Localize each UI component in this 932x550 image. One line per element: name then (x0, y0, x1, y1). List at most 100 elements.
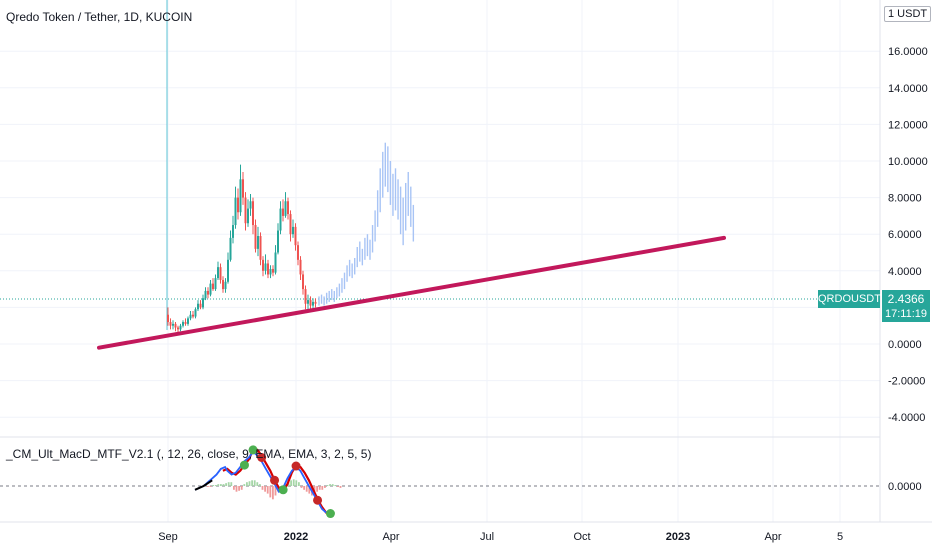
x-tick-label: Oct (573, 531, 590, 543)
y-tick-label: 10.0000 (888, 156, 928, 168)
candle-body (214, 278, 217, 290)
y-tick-label: -4.0000 (888, 412, 925, 424)
candle-body (264, 263, 267, 271)
x-tick-label: 5 (837, 531, 843, 543)
candle-body (269, 268, 272, 275)
candle-body (197, 303, 199, 310)
macd-histogram-bar (274, 486, 277, 496)
candle-body (279, 208, 282, 231)
macd-histogram-bar (256, 482, 259, 486)
candle-body (229, 237, 232, 260)
macd-histogram-bar (331, 484, 334, 486)
candle-body (287, 201, 289, 215)
candle-body (252, 201, 254, 226)
macd-histogram-bar (264, 486, 266, 492)
macd-histogram-bar (220, 484, 222, 486)
macd-histogram-bar (339, 486, 342, 488)
macd-cross-dots (239, 445, 335, 519)
projection-series (318, 142, 415, 306)
candle-body (267, 263, 269, 275)
candle-body (177, 327, 179, 330)
chart-title: Qredo Token / Tether, 1D, KUCOIN (6, 10, 193, 24)
x-tick-label: Apr (382, 531, 399, 543)
macd-histogram-bar (253, 480, 256, 486)
macd-histogram-bar (334, 485, 337, 487)
macd-histogram-bar (290, 480, 292, 486)
trendline[interactable] (97, 235, 726, 350)
macd-histogram-bar (251, 480, 253, 486)
last-price-tag: 2.4366 (882, 290, 930, 308)
candle-body (234, 197, 237, 226)
macd-cross-dot (313, 495, 323, 505)
candle-body (209, 283, 212, 295)
candle-body (237, 197, 239, 213)
candle-body (272, 268, 274, 273)
candle-body (259, 236, 262, 260)
candle-body (304, 289, 307, 304)
candle-body (187, 318, 189, 324)
macd-cross-dot (291, 461, 301, 471)
macd-histogram-bar (261, 486, 264, 490)
y-tick-label: 16.0000 (888, 46, 928, 58)
candle-body (284, 201, 287, 216)
candle-body (254, 225, 257, 249)
x-tick-label: 2023 (666, 531, 690, 543)
candle-body (289, 214, 292, 235)
candle-body (167, 314, 169, 323)
candle-body (192, 314, 194, 317)
candle-body (314, 301, 317, 304)
macd-histogram-bar (248, 481, 251, 486)
candle-body (277, 230, 279, 253)
macd-histogram-bar (329, 484, 331, 486)
macd-histogram-bar (318, 486, 321, 490)
x-tick-label: Apr (764, 531, 781, 543)
macd-histogram-bar (207, 486, 209, 487)
candle-body (299, 259, 302, 275)
y-axis-ticks: 16.0000 14.0000 12.0000 10.0000 8.0000 6.0000… (888, 46, 928, 424)
macd-histogram-bar (235, 486, 238, 492)
candle-body (174, 323, 177, 328)
macd-cross-dot (270, 475, 280, 485)
candle-body (217, 267, 219, 279)
candle-body (247, 208, 249, 224)
macd-cross-dot (278, 485, 288, 495)
candle-body (202, 298, 204, 308)
candle-body (312, 301, 314, 306)
macd-histogram-bar (303, 486, 305, 490)
macd-histogram-bar (324, 486, 326, 488)
macd-histogram-bar (214, 485, 217, 487)
macd-histogram-bar (295, 480, 298, 486)
candle-body (302, 274, 304, 290)
macd-histogram-bar (240, 486, 243, 490)
y-tick-label: 12.0000 (888, 119, 928, 131)
candlestick-series (167, 164, 317, 334)
macd-histogram-bar (246, 482, 248, 486)
macd-histogram-bar (222, 484, 225, 486)
candle-body (219, 267, 222, 280)
candle-body (204, 290, 207, 299)
candle-body (244, 197, 247, 224)
candle-body (169, 322, 172, 326)
candle-body (257, 236, 259, 249)
y-tick-label: 14.0000 (888, 83, 928, 95)
macd-histogram-bar (300, 486, 303, 488)
candle-body (179, 325, 182, 330)
macd-histogram-bar (225, 483, 227, 486)
y-tick-label: 8.0000 (888, 193, 922, 205)
bar-countdown-tag: 17:11:19 (882, 307, 930, 322)
y-tick-label: 6.0000 (888, 229, 922, 241)
macd-histogram-bar (238, 486, 240, 491)
macd-histogram-bar (308, 486, 311, 494)
macd-cross-dot (325, 509, 335, 519)
candle-body (309, 300, 312, 306)
candle-body (189, 314, 192, 319)
candle-body (172, 323, 174, 326)
grid-lines (0, 0, 880, 522)
candle-body (292, 226, 294, 235)
macd-histogram-bar (337, 486, 339, 487)
candle-body (307, 300, 309, 304)
macd-histogram-bar (298, 482, 300, 486)
currency-unit-button[interactable]: 1 USDT (884, 6, 932, 22)
macd-cross-dot (239, 460, 249, 470)
